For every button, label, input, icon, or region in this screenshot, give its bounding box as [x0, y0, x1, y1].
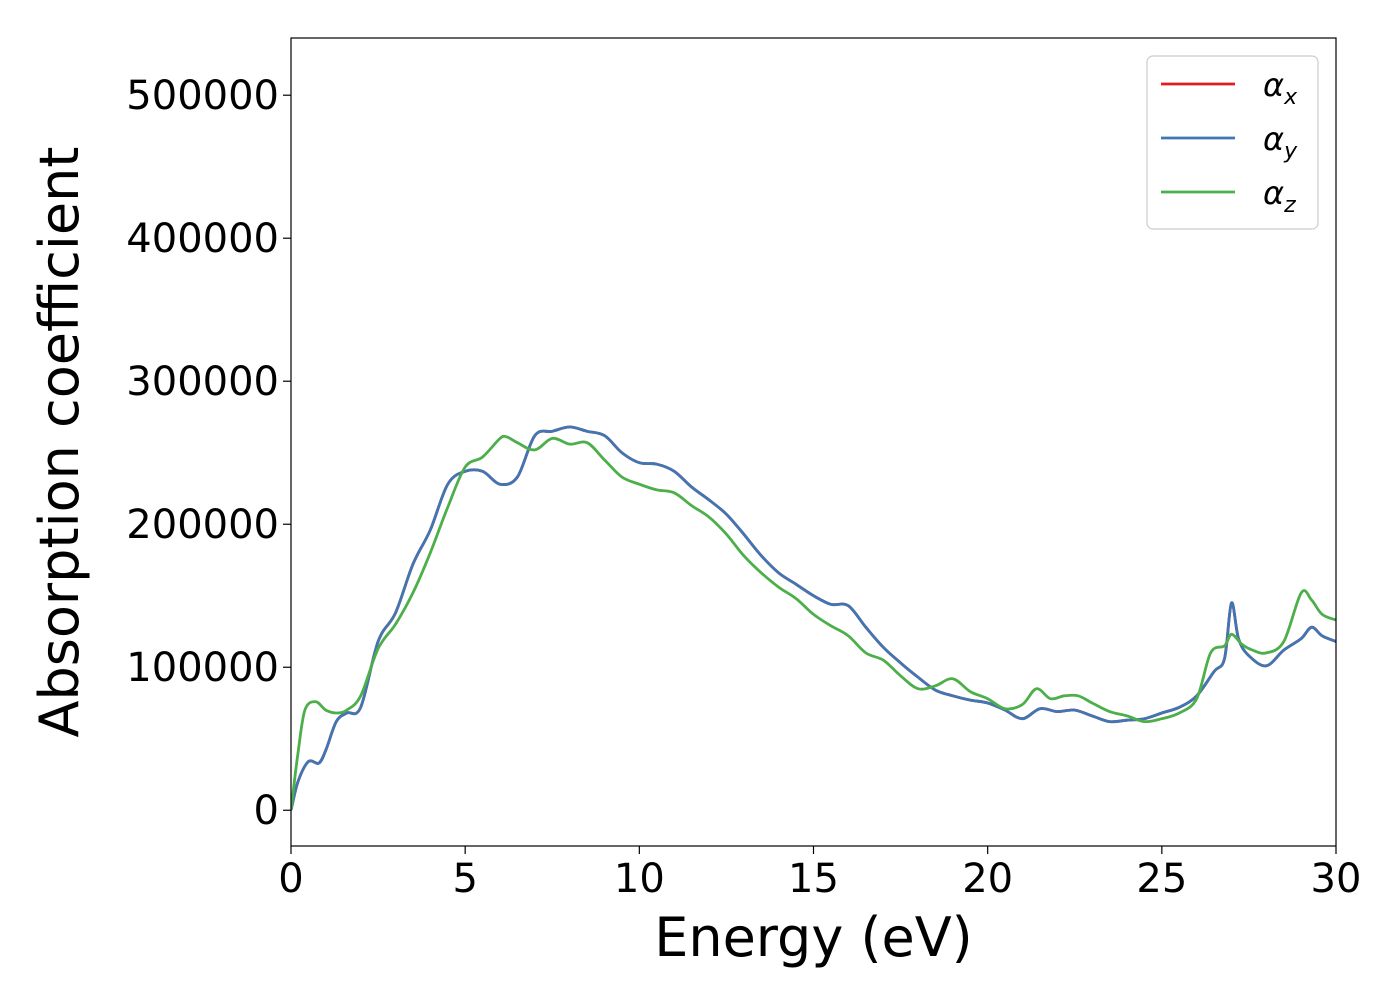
series-layer: [291, 425, 1336, 811]
y-tick-label: 500000: [126, 73, 279, 119]
series-line-z: [291, 434, 1336, 811]
x-tick-label: 5: [452, 856, 477, 902]
x-axis-label: Energy (eV): [654, 906, 973, 969]
x-tick-label: 0: [278, 856, 303, 902]
x-tick-label: 30: [1311, 856, 1362, 902]
y-axis-label: Absorption coefficient: [28, 147, 91, 738]
x-tick-label: 10: [614, 856, 665, 902]
y-axis: 0 100000 200000 300000 400000 500000: [126, 73, 291, 834]
x-tick-label: 15: [788, 856, 839, 902]
series-line-y: [291, 425, 1336, 811]
y-tick-label: 200000: [126, 502, 279, 548]
legend: αx αy αz: [1146, 55, 1319, 230]
y-tick-label: 0: [254, 788, 279, 834]
y-tick-label: 400000: [126, 216, 279, 262]
legend-box: [1146, 55, 1319, 230]
x-tick-label: 20: [962, 856, 1013, 902]
legend-label-y: αy: [1263, 120, 1298, 164]
x-axis: 0 5 10 15 20 25 30: [278, 846, 1361, 902]
y-tick-label: 300000: [126, 359, 279, 405]
legend-label-z: αz: [1263, 174, 1296, 218]
x-tick-label: 25: [1136, 856, 1187, 902]
legend-label-x: αx: [1263, 66, 1298, 110]
y-tick-label: 100000: [126, 645, 279, 691]
